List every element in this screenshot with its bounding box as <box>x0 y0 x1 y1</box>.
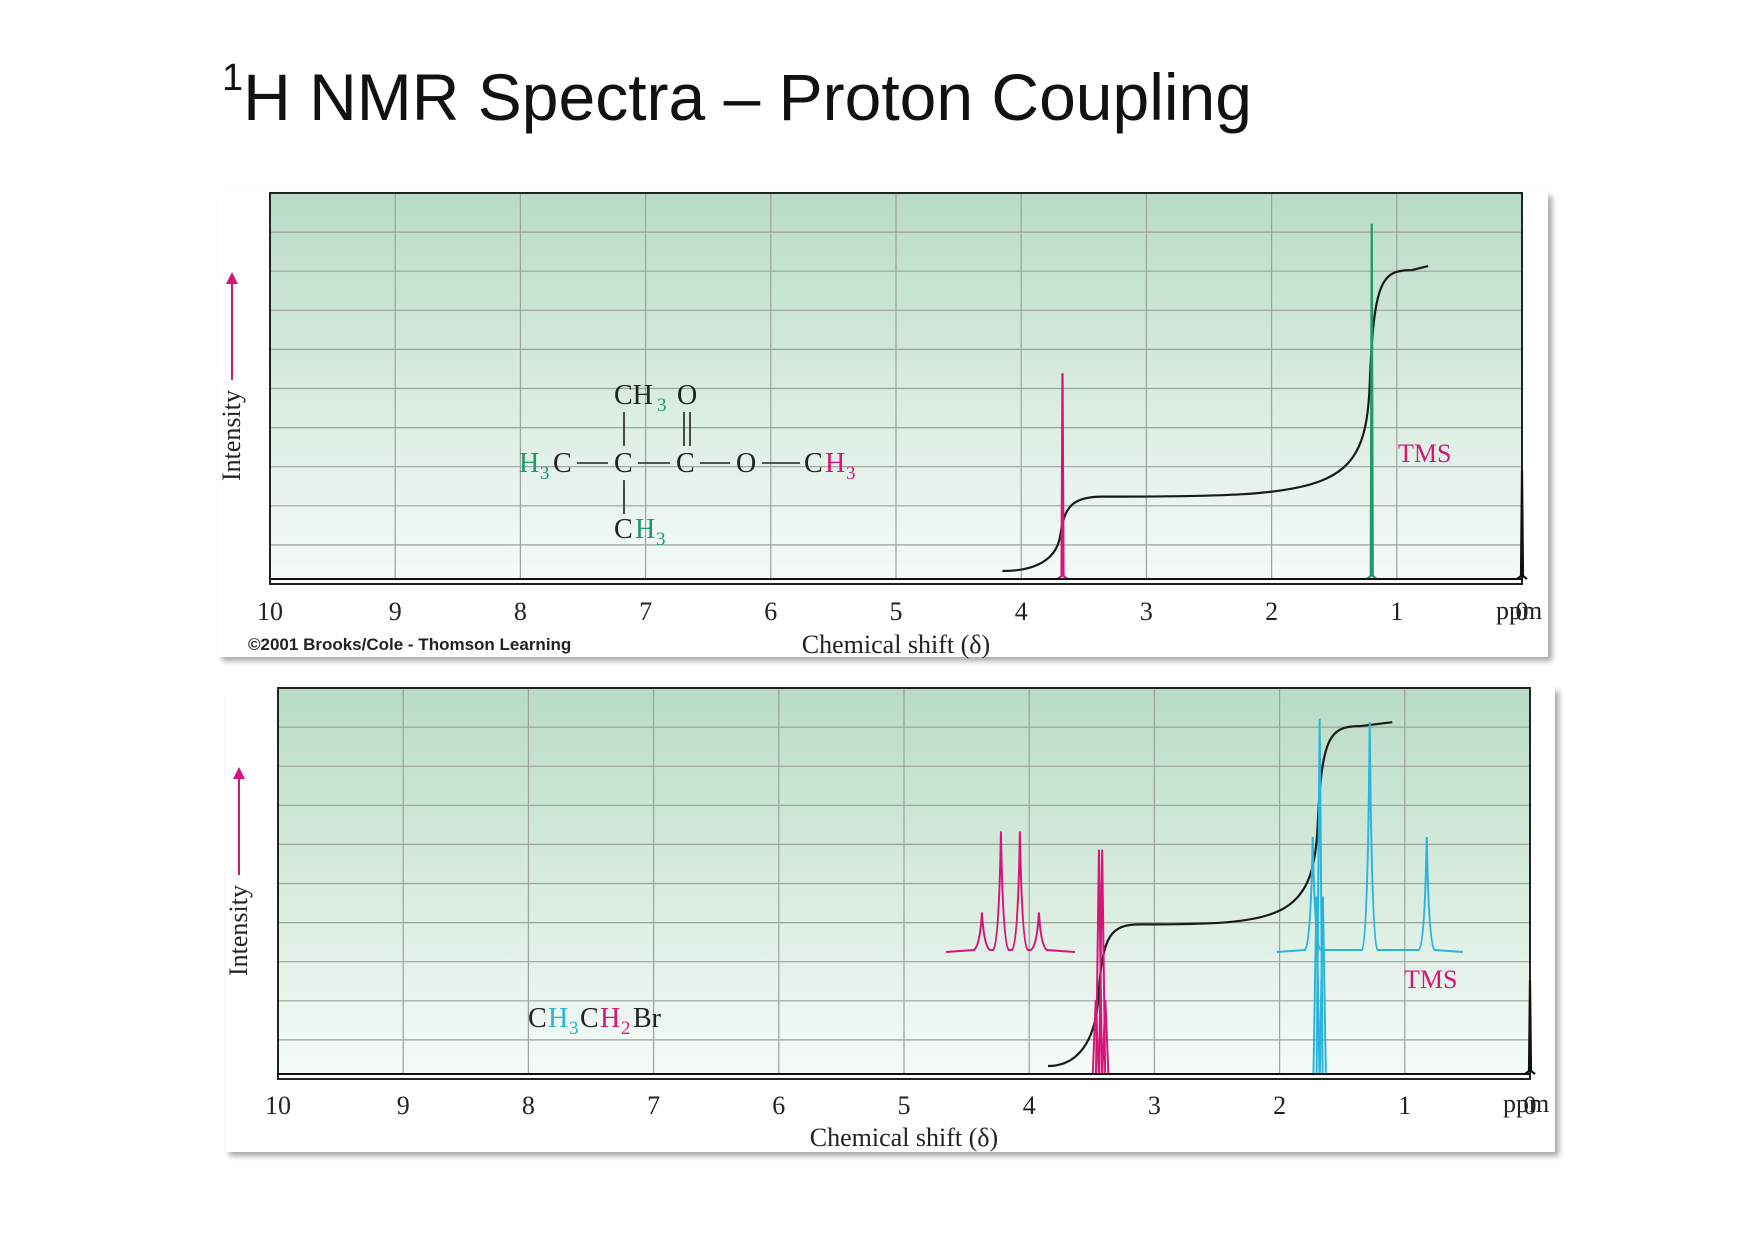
mol-bottom-c: C <box>614 514 633 545</box>
x-tick-label: 7 <box>639 597 652 626</box>
multiplet-line <box>1091 999 1100 1075</box>
x-tick-label: 1 <box>1398 1091 1411 1120</box>
gridlines-top <box>270 193 1522 579</box>
tms-label-top: TMS <box>1398 439 1451 468</box>
plot-frame-top <box>269 192 1523 585</box>
x-tick-labels-bottom: 10 9 8 7 6 5 4 3 2 1 0 <box>265 1091 1537 1120</box>
x-tick-label: 2 <box>1273 1091 1286 1120</box>
copyright-text: ©2001 Brooks/Cole - Thomson Learning <box>248 635 571 654</box>
ylabel-bottom-group: Intensity <box>224 767 253 976</box>
x-tick-label: 10 <box>265 1091 291 1120</box>
x-unit-bottom: ppm <box>1503 1089 1549 1118</box>
peaks-bottom <box>1091 718 1536 1075</box>
mol2-sub1: 3 <box>569 1018 579 1039</box>
mol-bottom-sub: 3 <box>656 529 666 550</box>
y-arrow-head-bottom <box>233 767 245 779</box>
mol-left-h: H <box>519 448 539 479</box>
plot-frame-bottom <box>277 687 1531 1080</box>
molecule-structure-bottom: C H 3 C H 2 Br <box>528 1003 662 1039</box>
mol-left-c: C <box>553 448 572 479</box>
multiplet-expansion <box>945 831 1075 953</box>
mol-quaternary-c: C <box>614 448 633 479</box>
x-tick-label: 8 <box>514 597 527 626</box>
molecule-structure-top: CH 3 O H 3 C C C O C H 3 C H 3 CH <box>519 380 856 550</box>
peaks-top <box>1056 223 1528 580</box>
spectrum-peak <box>1524 980 1536 1075</box>
mol-carbonyl-c: C <box>676 448 695 479</box>
x-tick-label: 4 <box>1015 597 1028 626</box>
mol-ester-o: O <box>736 448 756 479</box>
x-axis-label-top: Chemical shift (δ) <box>802 630 990 659</box>
mol-bottom-h: H <box>635 514 655 545</box>
x-tick-label: 5 <box>898 1091 911 1120</box>
x-tick-label: 0 <box>1516 597 1529 626</box>
mol-right-sub: 3 <box>846 463 856 484</box>
mol-right-c: C <box>804 448 823 479</box>
tms-label-bottom: TMS <box>1404 965 1457 994</box>
mol-left-sub: 3 <box>540 463 550 484</box>
x-axis-label-bottom: Chemical shift (δ) <box>810 1123 998 1152</box>
x-tick-label: 4 <box>1023 1091 1036 1120</box>
x-tick-label: 2 <box>1265 597 1278 626</box>
mol2-h2: H <box>600 1003 620 1034</box>
y-axis-label-bottom: Intensity <box>224 885 253 976</box>
x-tick-label: 10 <box>257 597 283 626</box>
multiplet-line <box>1098 849 1107 1075</box>
mol-top-ch3-sub: 3 <box>657 395 667 416</box>
mol2-br: Br <box>633 1003 662 1034</box>
x-tick-label: 3 <box>1140 597 1153 626</box>
x-tick-label: 9 <box>389 597 402 626</box>
multiplet-line <box>1318 896 1327 1075</box>
y-axis-label-top: Intensity <box>217 390 246 481</box>
x-tick-label: 9 <box>397 1091 410 1120</box>
multiplet-line <box>1312 896 1321 1075</box>
multiplet-line <box>1101 999 1110 1075</box>
x-tick-label: 5 <box>890 597 903 626</box>
x-tick-label: 7 <box>647 1091 660 1120</box>
multiplet-expansion <box>1276 721 1463 953</box>
x-tick-label: 1 <box>1390 597 1403 626</box>
spectrum-peak <box>1056 373 1069 580</box>
mol-right-h: H <box>825 448 845 479</box>
spectrum-peak <box>1516 470 1528 580</box>
mol2-c1: C <box>528 1003 547 1034</box>
x-unit-top: ppm <box>1496 596 1542 625</box>
mol2-sub2: 2 <box>621 1018 631 1039</box>
mol-carbonyl-o: O <box>677 380 697 411</box>
integral-curve-bottom <box>1047 721 1393 1068</box>
y-arrow-head-top <box>226 272 238 284</box>
multiplet-insets <box>945 721 1463 953</box>
x-tick-label: 3 <box>1148 1091 1161 1120</box>
slide-title: 1H NMR Spectra – Proton Coupling <box>222 57 1252 134</box>
x-tick-label: 6 <box>764 597 777 626</box>
x-tick-label: 6 <box>772 1091 785 1120</box>
integral-trace <box>1002 265 1429 573</box>
mol-top-ch3-c: CH <box>614 380 653 411</box>
mol2-h1: H <box>548 1003 568 1034</box>
title-text: H NMR Spectra – Proton Coupling <box>243 60 1252 134</box>
x-tick-label: 8 <box>522 1091 535 1120</box>
x-tick-label: 0 <box>1524 1091 1537 1120</box>
title-superscript: 1 <box>222 57 244 99</box>
integral-trace <box>1047 721 1393 1068</box>
mol2-c2: C <box>580 1003 599 1034</box>
spectrum-peak <box>1366 223 1378 580</box>
ylabel-top-group: Intensity <box>217 272 246 481</box>
x-tick-labels-top: 10 9 8 7 6 5 4 3 2 1 0 <box>257 597 1529 626</box>
integral-curve-top <box>1002 265 1429 573</box>
